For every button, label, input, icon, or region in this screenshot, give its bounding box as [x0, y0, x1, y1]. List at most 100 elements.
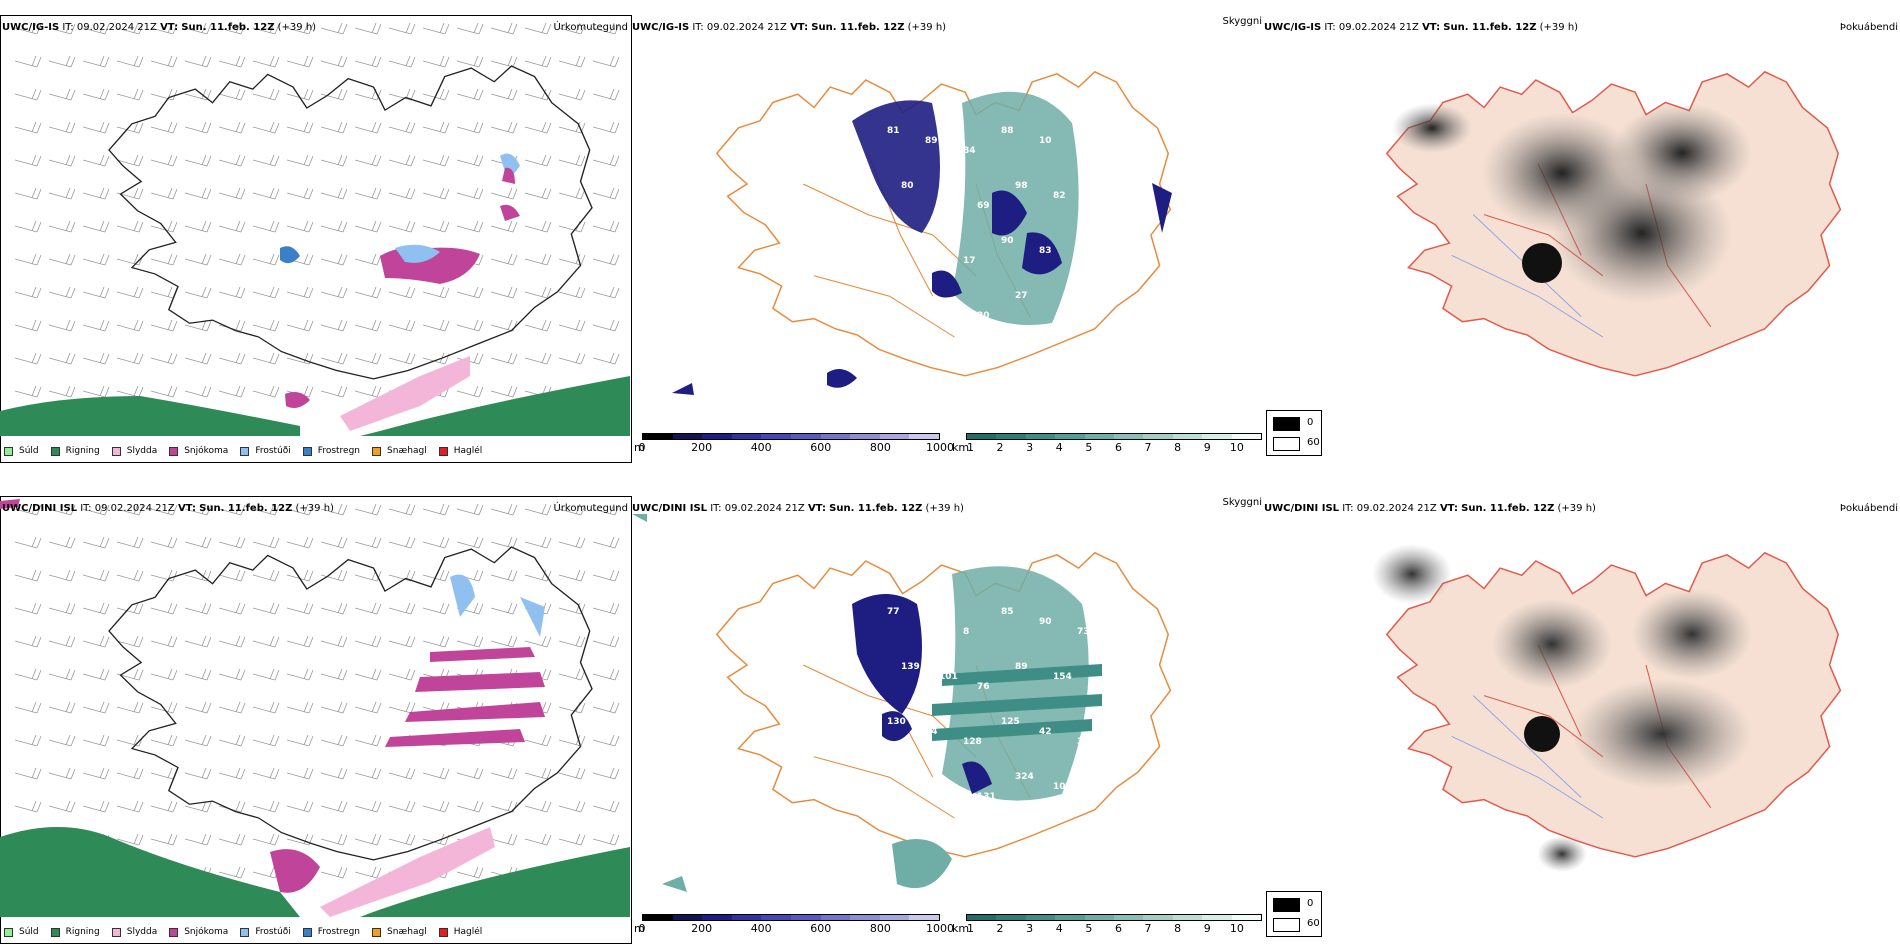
wind-barb: [354, 22, 382, 35]
fog-legend-swatch: [1273, 918, 1300, 932]
wind-barb: [388, 286, 416, 299]
wind-barb: [388, 22, 416, 35]
wind-barb: [48, 22, 76, 35]
wind-barb: [150, 767, 178, 780]
legend-swatch: [438, 446, 448, 456]
wind-barb: [592, 220, 620, 233]
wind-barb: [218, 88, 246, 101]
wind-barb: [558, 569, 586, 582]
wind-barb: [286, 319, 314, 332]
wind-barb: [150, 668, 178, 681]
visibility-value-label: 81: [887, 126, 900, 136]
wind-barb: [150, 319, 178, 332]
row2-header-vis: UWC/DINI ISL IT: 09.02.2024 21Z VT: Sun.…: [632, 503, 964, 514]
it-label: IT:: [692, 22, 704, 33]
wind-barb: [14, 767, 42, 780]
lead-time: (+39 h): [277, 22, 317, 33]
legend-item: Frostúði: [240, 927, 291, 937]
sleet-band: [340, 356, 470, 431]
legend-label: Frostúði: [255, 927, 291, 937]
wind-barb: [252, 319, 280, 332]
wind-barb: [388, 352, 416, 365]
wind-barb: [388, 319, 416, 332]
wind-barb: [320, 154, 348, 167]
wind-barb: [286, 635, 314, 648]
wind-barb: [524, 253, 552, 266]
wind-barb: [490, 503, 518, 516]
wind-barb: [48, 220, 76, 233]
unit-m: m: [634, 441, 645, 454]
model-name: UWC/DINI ISL: [632, 503, 708, 514]
wind-barb: [388, 668, 416, 681]
visibility-value-label: 27: [1015, 291, 1028, 301]
colorbar-segment: [672, 434, 703, 439]
wind-barb: [14, 536, 42, 549]
wind-barb: [354, 503, 382, 516]
wind-barb: [388, 121, 416, 134]
wind-barb: [48, 734, 76, 747]
it-label: IT:: [62, 22, 74, 33]
visibility-value-label: 77: [887, 607, 900, 617]
lead-time: (+39 h): [295, 503, 334, 514]
wind-barb: [150, 503, 178, 516]
legend-swatch: [372, 927, 382, 937]
colorbar-segment: [731, 434, 762, 439]
visibility-value-label: 33: [925, 246, 938, 256]
wind-barb: [490, 569, 518, 582]
legend-swatch: [50, 927, 60, 937]
wind-barb: [558, 767, 586, 780]
wind-barb: [150, 800, 178, 813]
wind-barb: [82, 55, 110, 68]
wind-barb: [252, 385, 280, 398]
wind-barb: [456, 385, 484, 398]
colorbar-m: [642, 914, 940, 921]
wind-barb: [82, 352, 110, 365]
colorbar-tick-label: 9: [1203, 922, 1211, 935]
wind-barb: [184, 352, 212, 365]
wind-barb: [558, 352, 586, 365]
wind-barb: [456, 220, 484, 233]
wind-barb: [422, 88, 450, 101]
vt-label: VT:: [160, 22, 179, 33]
snow-south: [285, 392, 310, 408]
wind-barb: [82, 734, 110, 747]
wind-barb: [252, 701, 280, 714]
colorbar-segment: [702, 915, 732, 920]
wind-barb: [320, 385, 348, 398]
legend-swatch: [4, 927, 13, 937]
wind-barb: [422, 352, 450, 365]
colorbar-segment: [850, 915, 880, 920]
legend-item: Frostregn: [302, 446, 360, 456]
visibility-value-label: 80: [901, 181, 914, 191]
wind-barb: [592, 253, 620, 266]
colorbar-tick-label: 6: [1114, 922, 1122, 935]
wind-barb: [48, 352, 76, 365]
wind-barb: [252, 503, 280, 516]
wind-barb: [184, 55, 212, 68]
visibility-value-label: 324: [1015, 772, 1034, 782]
colorbar-tick-label: 10: [1229, 441, 1244, 454]
wind-barb: [14, 503, 42, 516]
wind-barb: [490, 352, 518, 365]
wind-barb: [116, 352, 144, 365]
legend-label: Frostúði: [255, 446, 291, 456]
wind-barb: [48, 635, 76, 648]
wind-barb: [388, 187, 416, 200]
wind-barb: [218, 187, 246, 200]
wind-barb: [388, 602, 416, 615]
wind-barb: [218, 121, 246, 134]
wind-barb: [422, 319, 450, 332]
wind-barb: [388, 154, 416, 167]
wind-barb: [320, 767, 348, 780]
it-value: 09.02.2024 21Z: [1338, 22, 1419, 33]
wind-barb: [354, 866, 382, 879]
colorbar-segment: [909, 915, 939, 920]
wind-barb: [422, 767, 450, 780]
wind-barb: [116, 800, 144, 813]
wind-barb: [524, 635, 552, 648]
rain-southwest: [0, 827, 300, 917]
colorbar-segment: [996, 915, 1026, 920]
colorbar-tick-label: 9: [1203, 441, 1211, 454]
wind-barb: [422, 833, 450, 846]
model-name: UWC/IG-IS: [1264, 22, 1322, 33]
